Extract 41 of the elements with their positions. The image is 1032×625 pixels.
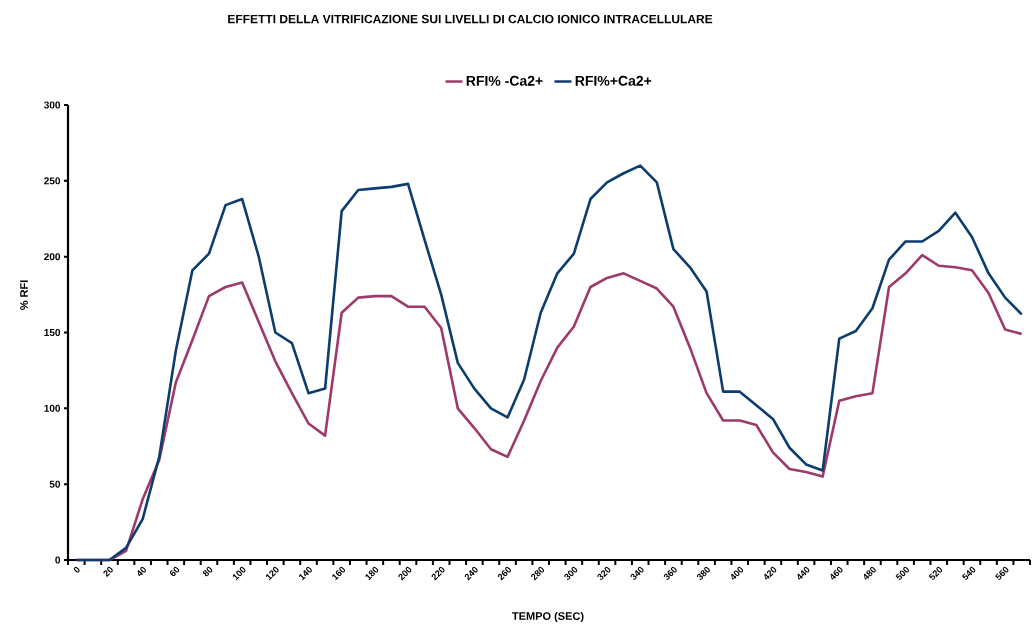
- x-tick-label: 540: [961, 566, 976, 580]
- x-tick-label: 100: [232, 566, 246, 581]
- x-tick-label: 240: [464, 566, 478, 581]
- x-tick-label: 360: [663, 566, 677, 580]
- x-tick-label: 80: [202, 566, 213, 577]
- y-tick-label: 50: [49, 480, 61, 488]
- x-tick-label: 140: [299, 566, 312, 581]
- x-tick-label: 180: [365, 566, 379, 581]
- x-tick-label: 60: [169, 566, 180, 577]
- x-tick-label: 300: [564, 566, 578, 580]
- x-tick-label: 0: [73, 566, 80, 573]
- x-tick-label: 480: [863, 566, 876, 580]
- y-tick-label: 0: [55, 556, 61, 564]
- x-tick-label: 440: [797, 566, 810, 580]
- legend-label: RFI% -Ca2+: [466, 75, 543, 86]
- x-tick-label: 420: [764, 566, 777, 580]
- x-tick-label: 380: [696, 566, 710, 580]
- y-tick-label: 200: [44, 253, 61, 261]
- x-tick-label: 340: [630, 566, 644, 580]
- y-tick-label: 150: [44, 328, 61, 337]
- x-tick-label: 500: [895, 566, 909, 580]
- y-axis-title: % RFI: [20, 280, 28, 311]
- x-axis-title: TEMPO (SEC): [512, 611, 584, 623]
- x-tick-label: 520: [928, 566, 943, 580]
- x-tick-label: 280: [531, 566, 545, 581]
- x-tick-label: 160: [332, 566, 346, 581]
- x-tick-label: 320: [597, 566, 611, 580]
- x-tick-label: 560: [995, 566, 1009, 580]
- y-tick-label: 250: [44, 177, 61, 185]
- x-tick-label: 220: [431, 566, 445, 581]
- y-tick-label: 300: [44, 101, 61, 109]
- x-tick-label: 400: [731, 566, 744, 580]
- x-tick-label: 200: [398, 566, 412, 581]
- x-tick-label: 20: [103, 566, 113, 577]
- x-tick-label: 260: [497, 566, 511, 581]
- x-tick-label: 120: [265, 566, 279, 581]
- x-tick-label: 40: [137, 566, 146, 577]
- legend-label: RFI%+Ca2+: [575, 75, 652, 86]
- y-tick-label: 100: [44, 404, 61, 412]
- chart-title: EFFETTI DELLA VITRIFICAZIONE SUI LIVELLI DI CALCIO IONICO INTRACELLULARE: [228, 14, 713, 24]
- x-tick-label: 460: [830, 566, 843, 580]
